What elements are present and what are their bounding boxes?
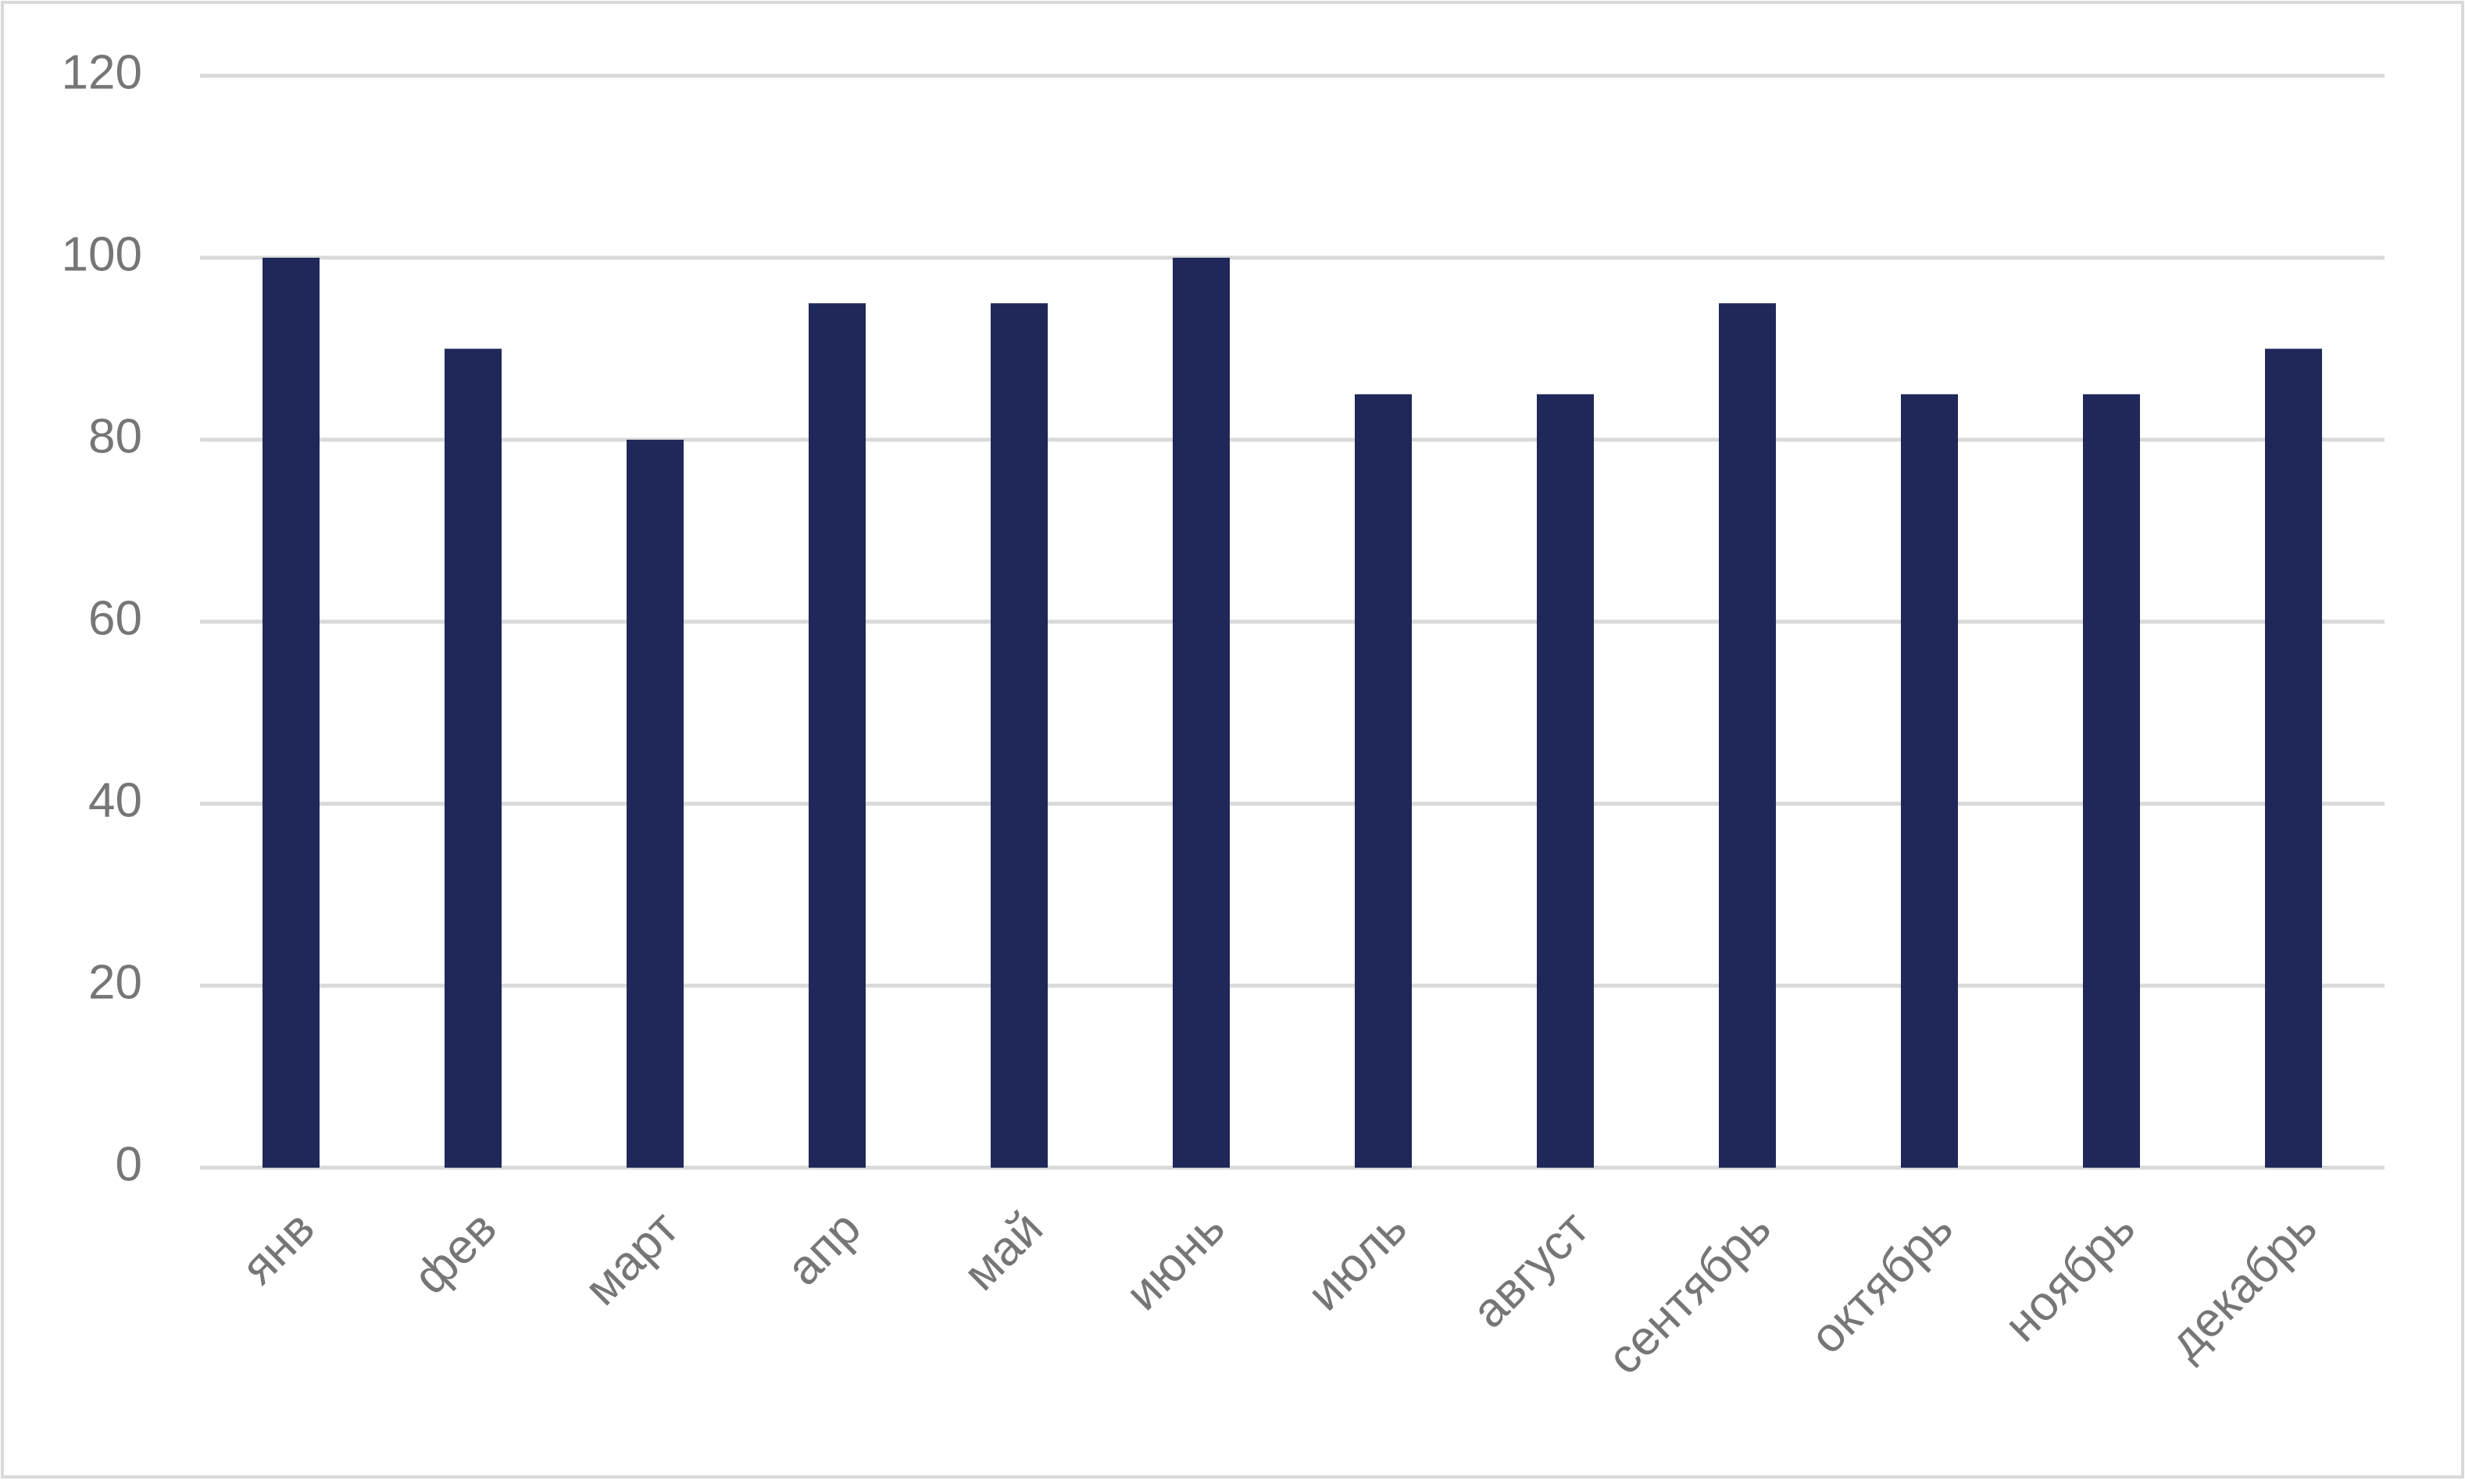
bar	[991, 303, 1048, 1168]
bar	[263, 258, 320, 1168]
y-tick-label: 60	[88, 591, 142, 645]
bar	[627, 440, 684, 1168]
bar	[1173, 258, 1230, 1168]
bar	[2083, 394, 2140, 1168]
bar	[1355, 394, 1412, 1168]
y-tick-label: 20	[88, 955, 142, 1009]
y-tick-label: 0	[116, 1137, 142, 1191]
y-tick-label: 40	[88, 773, 142, 827]
bar	[1719, 303, 1776, 1168]
y-tick-label: 120	[62, 45, 142, 99]
bar	[1901, 394, 1958, 1168]
bar	[2265, 348, 2322, 1168]
y-tick-label: 100	[62, 227, 142, 281]
bar	[445, 348, 502, 1168]
y-tick-label: 80	[88, 409, 142, 463]
bar	[1537, 394, 1594, 1168]
bar	[809, 303, 866, 1168]
